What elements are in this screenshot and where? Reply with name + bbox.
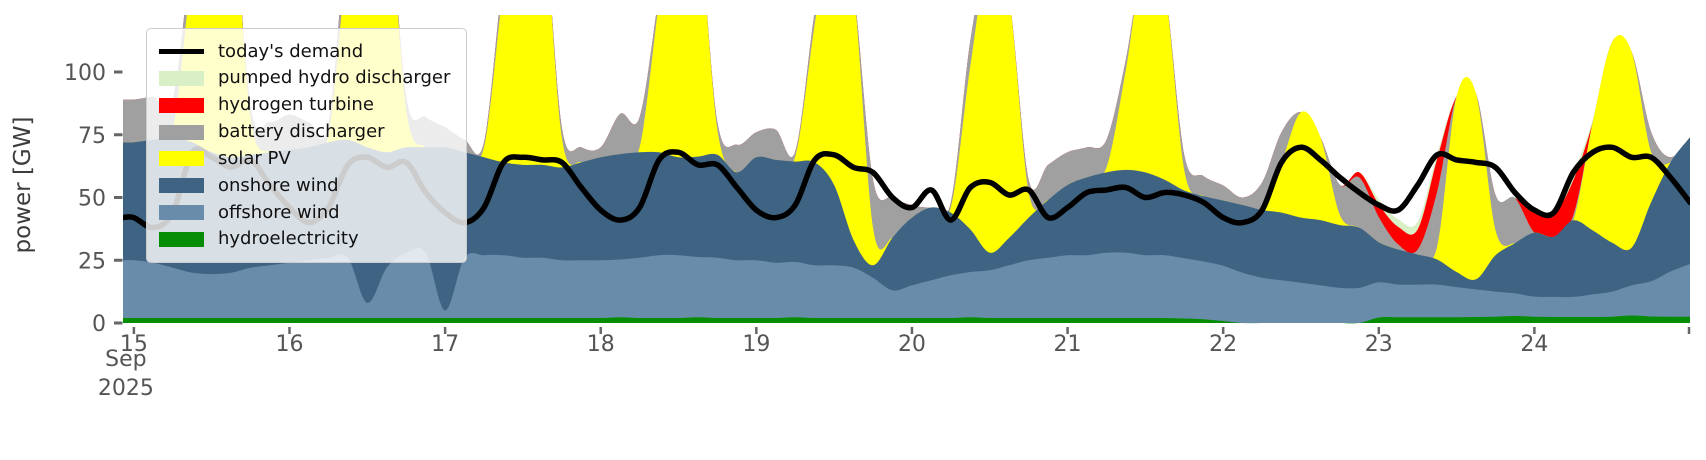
x-tick-label: 22 [1209,332,1237,357]
color-swatch [159,151,204,167]
x-tick-label: 15 [120,332,148,357]
area-offshore-wind [123,247,1690,323]
stacked-areas [123,15,1690,324]
legend-item-hydroelectricity: hydroelectricity [159,227,452,252]
legend-label: battery discharger [218,121,385,143]
area-hydroelectricity [123,315,1690,324]
y-tick-label: 75 [78,124,106,149]
legend-label: hydrogen turbine [218,94,374,116]
x-tick-label: 20 [898,332,926,357]
demand-line-swatch [159,49,204,54]
y-tick-label: 25 [78,249,106,274]
y-tick-label: 100 [64,61,106,86]
color-swatch [159,97,204,113]
x-tick-label: 19 [742,332,770,357]
color-swatch [159,231,204,247]
legend-item-offshore-wind: offshore wind [159,200,452,225]
x-year-label: 2025 [98,376,154,401]
color-swatch [159,205,204,221]
legend-label: solar PV [218,147,291,169]
legend-item-battery-discharger: battery discharger [159,120,452,145]
legend-item-solar-PV: solar PV [159,146,452,171]
legend-label: pumped hydro discharger [218,67,451,89]
legend-item-today-s-demand: today's demand [159,39,452,64]
x-tick-label: 21 [1054,332,1082,357]
legend-label: today's demand [218,40,364,62]
legend-label: offshore wind [218,201,340,223]
y-tick-label: 0 [92,312,106,337]
legend-label: hydroelectricity [218,228,359,250]
y-axis-label: power [GW] [10,117,36,254]
y-tick-label: 50 [78,187,106,212]
x-month-label: Sep [105,347,146,372]
x-tick-label: 18 [587,332,615,357]
x-tick-label: 24 [1520,332,1548,357]
x-tick-label: 17 [431,332,459,357]
legend-item-onshore-wind: onshore wind [159,173,452,198]
color-swatch [159,124,204,140]
chart-legend: today's demand pumped hydro discharger hyd… [146,28,467,263]
color-swatch [159,178,204,194]
x-tick-label: 23 [1365,332,1393,357]
x-tick-label: 16 [276,332,304,357]
color-swatch [159,70,204,86]
legend-label: onshore wind [218,174,339,196]
legend-item-pumped-hydro-discharger: pumped hydro discharger [159,66,452,91]
legend-item-hydrogen-turbine: hydrogen turbine [159,93,452,118]
